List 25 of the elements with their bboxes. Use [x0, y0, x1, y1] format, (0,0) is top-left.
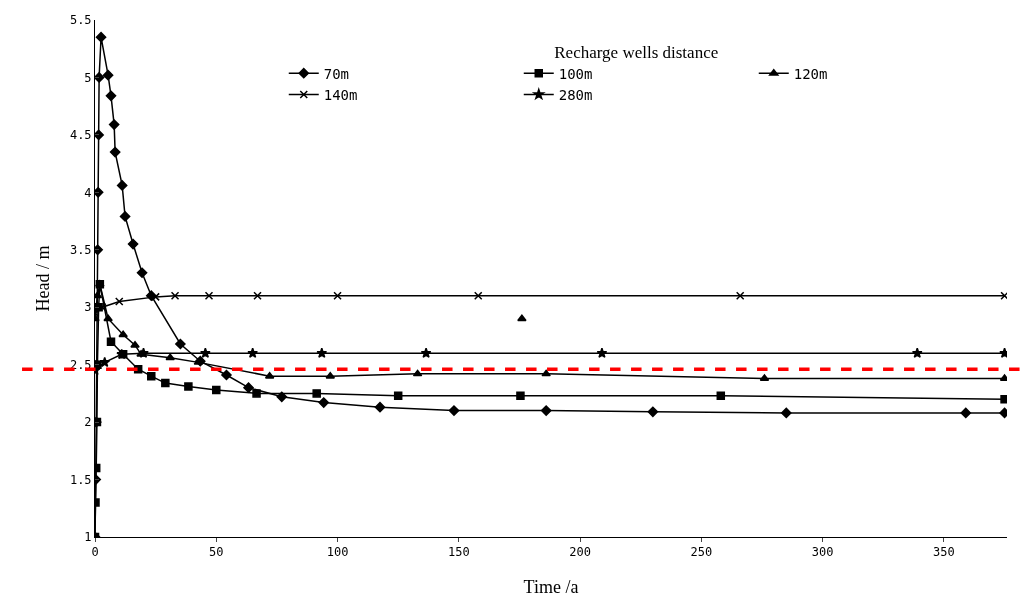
- x-tick-label: 350: [933, 545, 955, 560]
- x-tick-label: 100: [326, 545, 349, 560]
- legend-title: Recharge wells distance: [554, 42, 719, 62]
- y-tick-label: 3: [84, 300, 92, 315]
- y-tick-label: 1: [84, 530, 92, 545]
- x-tick-label: 250: [690, 545, 713, 560]
- legend-label: 280m: [558, 86, 593, 103]
- y-tick-label: 4: [84, 185, 92, 200]
- x-tick-label: 150: [447, 545, 470, 560]
- legend-label: 100m: [558, 65, 593, 82]
- y-tick-label: 5: [84, 70, 92, 85]
- y-tick-label: 2: [84, 415, 92, 430]
- x-tick-label: 0: [91, 545, 99, 560]
- y-tick-label: 1.5: [69, 472, 92, 487]
- x-tick-label: 50: [209, 545, 224, 560]
- x-axis-title: Time /a: [523, 577, 579, 597]
- legend-label: 70m: [323, 65, 350, 82]
- legend-label: 120m: [793, 65, 828, 82]
- x-tick-label: 300: [811, 545, 834, 560]
- y-axis-title: Head / m: [33, 245, 53, 312]
- y-tick-label: 3.5: [69, 242, 92, 257]
- legend-label: 140m: [323, 86, 358, 103]
- x-tick-label: 200: [569, 545, 591, 560]
- y-tick-label: 5.5: [69, 13, 92, 28]
- y-tick-label: 4.5: [69, 128, 92, 143]
